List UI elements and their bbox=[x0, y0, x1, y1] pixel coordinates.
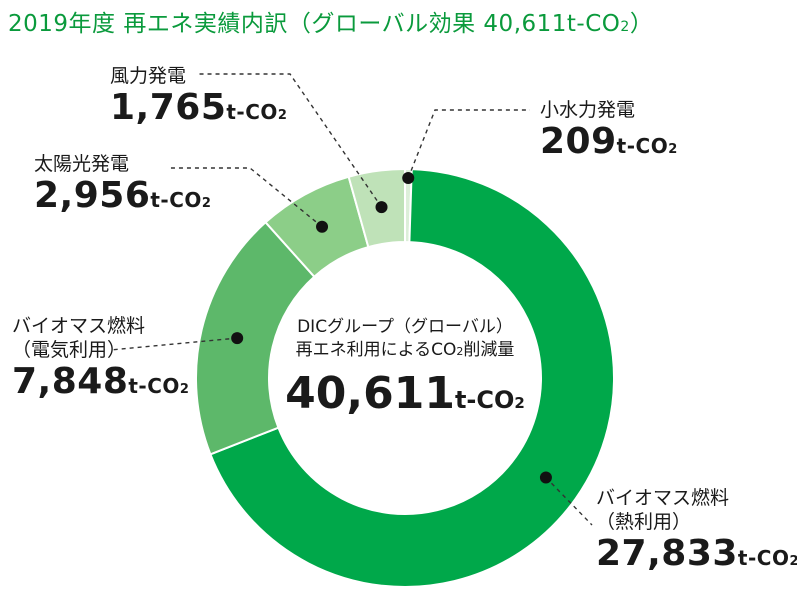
leader-solar bbox=[170, 167, 323, 228]
slice-biomass-electric bbox=[195, 220, 316, 456]
leader-biomass-electric bbox=[109, 337, 238, 351]
dot-biomass-heat bbox=[539, 471, 552, 484]
label-wind-name: 風力発電 bbox=[110, 65, 187, 87]
label-solar: 太陽光発電 2,956t-CO2 bbox=[34, 152, 211, 224]
label-solar-name: 太陽光発電 bbox=[34, 153, 130, 175]
label-biomass-heat-value: 27,833t-CO2 bbox=[596, 533, 797, 574]
donut-center: DICグループ（グローバル） 再エネ利用によるCO2削減量 40,611t-CO… bbox=[270, 316, 540, 430]
label-hydro-value: 209t-CO2 bbox=[540, 121, 678, 162]
label-biomass-electric-value: 7,848t-CO2 bbox=[12, 361, 190, 402]
label-hydro: 小水力発電 209t-CO2 bbox=[540, 98, 678, 170]
leader-biomass-heat bbox=[545, 476, 593, 526]
dot-solar bbox=[316, 220, 329, 233]
label-biomass-heat-name: バイオマス燃料 bbox=[596, 487, 730, 509]
label-biomass-electric-name2: （電気利用） bbox=[12, 339, 127, 361]
label-biomass-electric: バイオマス燃料 （電気利用） 7,848t-CO2 bbox=[12, 314, 189, 410]
slice-biomass-heat bbox=[209, 168, 615, 588]
label-wind-value: 1,765t-CO2 bbox=[110, 87, 288, 128]
label-biomass-electric-name: バイオマス燃料 bbox=[12, 315, 146, 337]
center-line2: 再エネ利用によるCO2削減量 bbox=[295, 340, 515, 360]
leader-hydro bbox=[407, 109, 530, 179]
label-solar-value: 2,956t-CO2 bbox=[34, 175, 212, 216]
dot-biomass-electric bbox=[231, 332, 244, 345]
chart-title: 2019年度 再エネ実績内訳（グローバル効果 40,611t-CO2） bbox=[8, 11, 654, 37]
label-wind: 風力発電 1,765t-CO2 bbox=[110, 64, 287, 136]
center-line1: DICグループ（グローバル） bbox=[297, 317, 513, 337]
dot-hydro bbox=[402, 172, 415, 185]
label-hydro-name: 小水力発電 bbox=[540, 99, 636, 121]
dot-wind bbox=[375, 201, 388, 214]
label-biomass-heat: バイオマス燃料 （熱利用） 27,833t-CO2 bbox=[596, 486, 797, 582]
center-total: 40,611t-CO2 bbox=[285, 368, 525, 419]
leader-wind bbox=[198, 73, 383, 208]
label-biomass-heat-name2: （熱利用） bbox=[596, 511, 692, 533]
